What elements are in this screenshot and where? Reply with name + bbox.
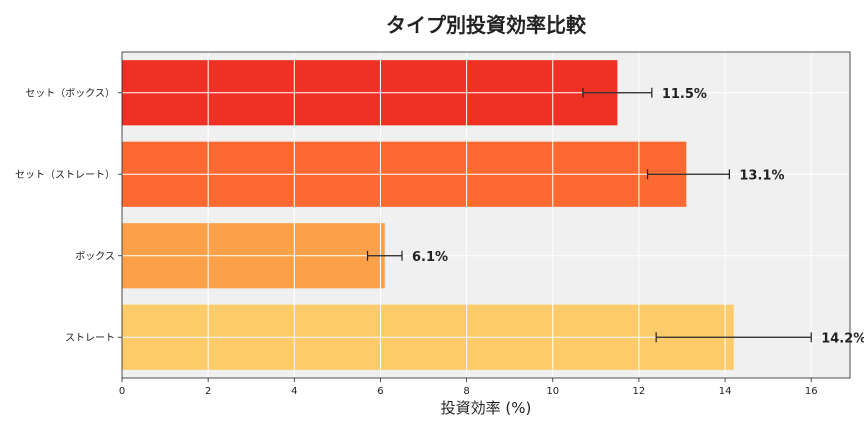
x-tick-label: 8 [463, 386, 469, 397]
y-tick-label: セット（ストレート） [15, 169, 115, 181]
x-tick-label: 12 [633, 386, 646, 397]
y-tick-label: ボックス [75, 250, 115, 262]
y-tick-label: ストレート [65, 333, 115, 344]
x-tick-label: 0 [119, 386, 125, 397]
x-tick-label: 6 [377, 386, 383, 397]
y-tick-label: セット（ボックス） [25, 87, 115, 99]
x-tick-label: 10 [546, 386, 559, 397]
data-labels: 11.5% 13.1% 6.1% 14.2% [412, 87, 864, 347]
data-label-3: 6.1% [412, 250, 448, 265]
data-label-4: 14.2% [821, 331, 864, 346]
x-tick-label: 14 [719, 386, 732, 397]
data-label-1: 11.5% [662, 87, 707, 102]
x-tick-label: 16 [805, 386, 818, 397]
plot-frame [121, 51, 851, 379]
x-tick-label: 2 [205, 386, 211, 397]
x-axis-label: 投資効率 (%) [441, 399, 532, 417]
data-label-2: 13.1% [739, 168, 784, 183]
x-axis: 0 2 4 6 8 10 12 14 16 [119, 378, 818, 397]
chart-title: タイプ別投資効率比較 [386, 13, 587, 37]
error-bars [366, 87, 812, 343]
x-tick-label: 4 [291, 386, 297, 397]
